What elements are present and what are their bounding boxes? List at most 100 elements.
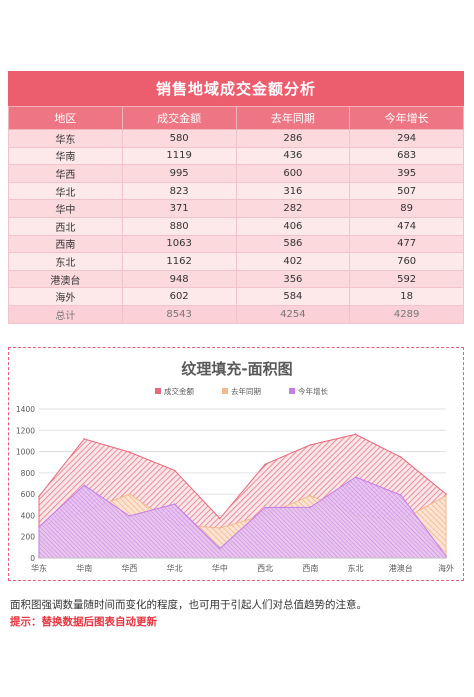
chart-svg: 纹理填充-面积图 成交金额 去年同期 今年增长 0 200 400 600 800 1000 1… [16, 360, 454, 573]
growth-cell: 507 [349, 181, 464, 201]
table-title: 销售地域成交金额分析 [8, 71, 464, 106]
data-point [173, 469, 176, 472]
data-point [219, 517, 221, 520]
amount-cell: 580 [121, 129, 237, 148]
legend-swatch [222, 388, 228, 394]
chart-description: 面积图强调数量随时间而变化的程度，也可用于引起人们对总值趋势的注意。 [10, 599, 367, 611]
data-point [219, 547, 221, 550]
table-row: 华中 371 282 89 [8, 199, 464, 218]
y-tick-label: 600 [21, 490, 36, 499]
chart-title: 纹理填充-面积图 [181, 360, 292, 378]
table-row: 华北 823 316 507 [8, 181, 464, 201]
x-tick-label: 华南 [76, 563, 92, 573]
x-tick-label: 华北 [167, 563, 183, 573]
y-tick-label: 1200 [16, 426, 35, 435]
last-year-cell: 436 [235, 146, 351, 166]
y-tick-label: 1400 [16, 405, 35, 414]
table-row: 海外 602 584 18 [8, 287, 464, 306]
region-cell: 东北 [8, 252, 123, 271]
growth-cell: 760 [349, 252, 464, 271]
legend-label: 成交金额 [164, 386, 194, 396]
x-tick-label: 华西 [121, 563, 137, 573]
y-tick-label: 0 [30, 554, 35, 563]
data-table: 地区 成交金额 去年同期 今年增长 华东 580 286 294 华南 1119 436 68… [8, 106, 464, 324]
data-point [264, 506, 266, 509]
last-year-cell: 402 [235, 252, 351, 271]
table-row: 港澳台 948 356 592 [8, 269, 464, 289]
data-point [83, 438, 86, 440]
last-year-cell: 356 [235, 269, 351, 289]
header-amount: 成交金额 [121, 106, 237, 130]
total-amount-cell: 8543 [121, 304, 237, 324]
growth-cell: 474 [349, 216, 464, 236]
region-cell: 华西 [8, 164, 123, 183]
growth-cell: 683 [349, 146, 464, 166]
table-body: 华东 580 286 294 华南 1119 436 683 华西 995 600 395 华北 823 3… [8, 129, 464, 324]
growth-cell: 18 [349, 287, 464, 306]
table-header-row: 地区 成交金额 去年同期 今年增长 [8, 106, 464, 130]
y-axis-ticks: 0 200 400 600 800 1000 1200 1400 [16, 405, 35, 563]
legend-swatch [289, 388, 295, 394]
data-point [38, 525, 40, 528]
header-last-year: 去年同期 [235, 106, 351, 130]
x-tick-label: 港澳台 [389, 563, 413, 573]
data-point [38, 495, 40, 498]
amount-cell: 880 [121, 216, 237, 236]
last-year-cell: 586 [235, 234, 351, 254]
amount-cell: 1119 [121, 146, 237, 166]
data-point [83, 484, 86, 487]
last-year-cell: 286 [235, 129, 351, 148]
amount-cell: 995 [121, 164, 237, 183]
data-point [264, 463, 266, 466]
legend-swatch [155, 388, 161, 394]
x-tick-label: 西南 [302, 563, 318, 573]
table-row: 西南 1063 586 477 [8, 234, 464, 254]
region-cell: 华中 [8, 199, 123, 218]
y-tick-label: 1000 [16, 448, 35, 457]
amount-cell: 948 [121, 269, 237, 289]
y-tick-label: 200 [21, 533, 36, 542]
data-point [354, 433, 357, 436]
data-point [445, 493, 447, 495]
last-year-cell: 282 [235, 199, 351, 218]
table-row: 西北 880 406 474 [8, 216, 464, 236]
table-row: 东北 1162 402 760 [8, 252, 464, 271]
total-last-year-cell: 4254 [235, 304, 351, 324]
sales-table: 销售地域成交金额分析 地区 成交金额 去年同期 今年增长 华东 580 286 294… [8, 71, 464, 324]
update-tip: 提示：替换数据后图表自动更新 [10, 616, 157, 628]
region-cell: 港澳台 [8, 269, 123, 289]
table-row: 华东 580 286 294 [8, 129, 464, 148]
data-point [399, 494, 402, 496]
growth-cell: 89 [349, 199, 464, 218]
growth-cell: 294 [349, 129, 464, 148]
last-year-cell: 584 [235, 287, 351, 306]
table-total-row: 总计 8543 4254 4289 [8, 304, 464, 324]
last-year-cell: 600 [235, 164, 351, 183]
amount-cell: 1063 [121, 234, 237, 254]
total-growth-cell: 4289 [349, 304, 464, 324]
data-point [128, 515, 131, 517]
region-cell: 西南 [8, 234, 123, 254]
data-point [128, 493, 131, 495]
table-row: 华西 995 600 395 [8, 164, 464, 183]
total-region-cell: 总计 [8, 304, 123, 324]
header-growth: 今年增长 [349, 106, 464, 130]
legend-label: 去年同期 [231, 386, 261, 396]
growth-cell: 395 [349, 164, 464, 183]
area-chart: 纹理填充-面积图 成交金额 去年同期 今年增长 0 200 400 600 800 1000 1… [8, 347, 464, 581]
region-cell: 华东 [8, 129, 123, 148]
chart-legend: 成交金额 去年同期 今年增长 [155, 386, 328, 396]
amount-cell: 371 [121, 199, 237, 218]
data-point [173, 503, 176, 505]
chart-areas [38, 433, 447, 559]
amount-cell: 602 [121, 287, 237, 306]
data-point [354, 476, 357, 478]
data-point [309, 506, 312, 509]
region-cell: 西北 [8, 216, 123, 236]
region-cell: 华北 [8, 181, 123, 201]
x-tick-label: 华东 [31, 563, 47, 573]
region-cell: 海外 [8, 287, 123, 306]
data-point [219, 527, 221, 529]
x-axis-ticks: 华东 华南 华西 华北 华中 西北 西南 东北 港澳台 海外 [31, 563, 454, 573]
x-tick-label: 海外 [438, 563, 454, 573]
